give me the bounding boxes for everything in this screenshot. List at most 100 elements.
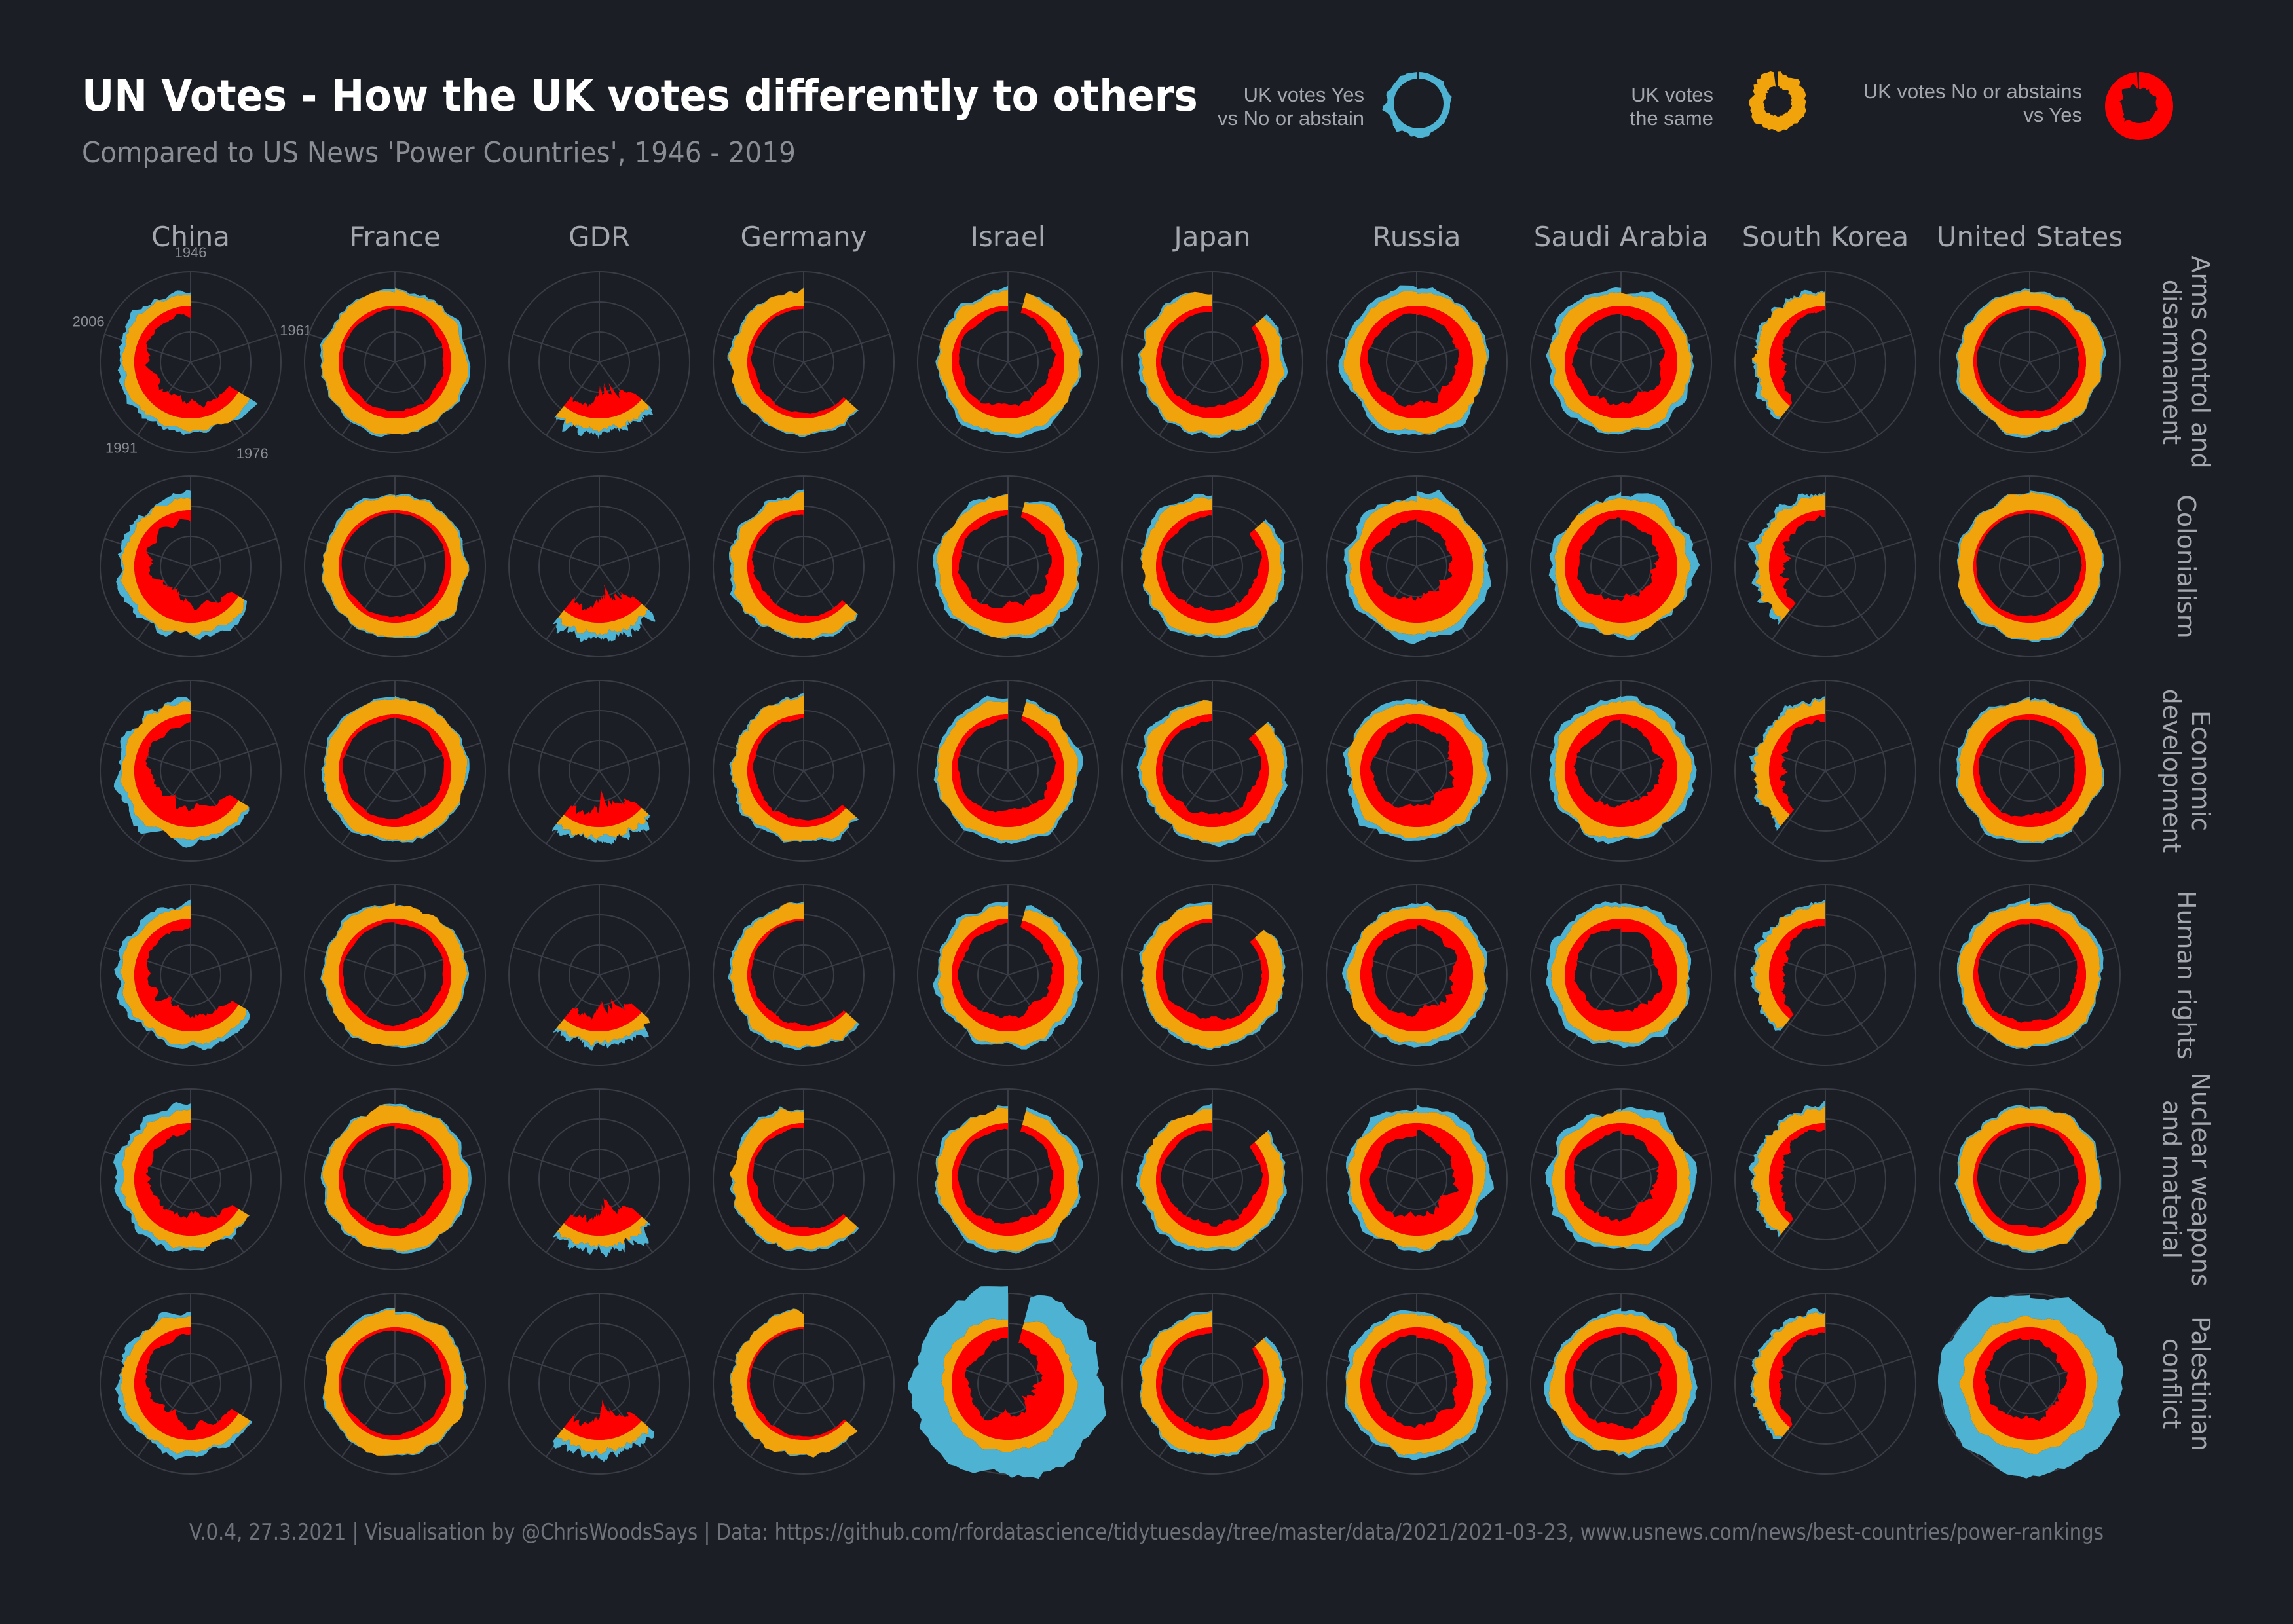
legend-label-no-vs-yes: UK votes No or abstains vs Yes (1863, 80, 2082, 126)
series-no-vs-yes (1769, 510, 1825, 610)
radial-panel (1734, 1293, 1916, 1475)
series-same (730, 1108, 857, 1250)
series-yes-vs-no (551, 814, 651, 845)
radial-panel (100, 1293, 282, 1475)
svg-text:and material: and material (2157, 1100, 2186, 1259)
radial-panel (1530, 475, 1712, 657)
series-same (555, 1420, 649, 1455)
radial-panel (713, 884, 895, 1066)
radial-panel (917, 884, 1099, 1066)
radial-panel (1530, 884, 1712, 1066)
series-no-vs-yes (747, 306, 846, 418)
radial-panel (100, 884, 282, 1066)
series-same (728, 288, 857, 436)
year-tick-label: 1991 (105, 440, 138, 456)
radial-panel (713, 271, 895, 453)
row-label: Human rights (2172, 891, 2201, 1060)
radial-panel (1939, 680, 2121, 862)
legend-icon-no (2105, 72, 2173, 140)
series-no-vs-yes (1565, 919, 1677, 1031)
series-same (730, 902, 858, 1048)
series-no-vs-yes (747, 714, 846, 827)
series-same (1753, 1312, 1825, 1437)
radial-panel (1326, 475, 1508, 657)
legend-icon-yes (1382, 72, 1452, 138)
series-no-vs-yes (1360, 306, 1473, 418)
radial-panel (508, 1088, 690, 1270)
radial-panel (1121, 680, 1303, 862)
radial-panel (1326, 1088, 1508, 1270)
series-no-vs-yes (1360, 1327, 1473, 1440)
series-yes-vs-no (908, 1286, 1106, 1479)
series-yes-vs-no (552, 1427, 654, 1463)
radial-panel (508, 1293, 690, 1475)
svg-text:Arms control and: Arms control and (2186, 255, 2215, 468)
series-no-vs-yes (1769, 306, 1825, 406)
series-same (557, 1012, 650, 1046)
column-label: Israel (971, 221, 1046, 253)
svg-text:conflict: conflict (2157, 1338, 2186, 1430)
radial-panel (1734, 680, 1916, 862)
column-label: China (151, 221, 230, 253)
radial-panel (100, 475, 282, 657)
radial-panel (508, 475, 690, 657)
series-no-vs-yes (747, 919, 846, 1031)
series-yes-vs-no (1937, 1295, 2123, 1479)
radial-panel (1939, 475, 2121, 657)
svg-text:Economic: Economic (2186, 710, 2215, 831)
radial-panel (917, 680, 1099, 862)
svg-text:Colonialism: Colonialism (2172, 494, 2201, 638)
svg-text:Human rights: Human rights (2172, 891, 2201, 1060)
series-same (555, 399, 649, 433)
series-yes-vs-no (552, 1222, 652, 1258)
column-label: GDR (569, 221, 630, 253)
series-no-vs-yes (134, 510, 239, 623)
series-yes-vs-no (729, 489, 858, 640)
chart-title: UN Votes - How the UK votes differently … (82, 71, 1198, 121)
series-no-vs-yes (1769, 1327, 1825, 1428)
radial-panel (1326, 271, 1508, 453)
chart-subtitle: Compared to US News 'Power Countries', 1… (82, 136, 796, 170)
radial-panel (1530, 680, 1712, 862)
series-same (731, 695, 857, 842)
series-no-vs-yes (564, 585, 642, 623)
series-same (558, 603, 648, 636)
radial-panel (1326, 884, 1508, 1066)
column-label: Japan (1172, 221, 1250, 253)
radial-panel (917, 271, 1099, 453)
series-no-vs-yes (1769, 714, 1825, 815)
series-same (1753, 902, 1825, 1029)
series-no-vs-yes (1973, 1327, 2086, 1440)
radial-panel (917, 475, 1099, 657)
series-same (556, 1216, 648, 1248)
series-no-vs-yes (134, 306, 239, 418)
series-yes-vs-no (1749, 696, 1825, 831)
radial-panel (1121, 1088, 1303, 1270)
radial-panel (1530, 1088, 1712, 1270)
series-no-vs-yes (952, 510, 1064, 623)
radial-panel (1121, 475, 1303, 657)
series-no-vs-yes (564, 999, 642, 1031)
legend-label-same: UK votes the same (1630, 83, 1713, 130)
series-no-vs-yes (134, 714, 239, 827)
radial-panel (1939, 271, 2121, 453)
series-no-vs-yes (134, 1327, 239, 1440)
radial-panel (508, 680, 690, 862)
series-no-vs-yes (747, 1327, 846, 1440)
svg-text:development: development (2157, 689, 2186, 853)
series-no-vs-yes (1360, 1123, 1473, 1236)
series-no-vs-yes (564, 1197, 642, 1236)
legend-label-yes-vs-no: UK votes Yes vs No or abstain (1218, 83, 1364, 130)
footer-credits: V.0.4, 27.3.2021 | Visualisation by @Chr… (189, 1519, 2104, 1545)
series-no-vs-yes (1360, 714, 1473, 827)
radial-panel (1939, 884, 2121, 1066)
radial-panel (1734, 475, 1916, 657)
svg-text:Nuclear weapons: Nuclear weapons (2186, 1072, 2215, 1286)
radial-panel: 1946 1961 1976 1991 2006 (73, 244, 312, 462)
radial-panel (304, 680, 486, 862)
series-no-vs-yes (1565, 510, 1677, 623)
series-same (1752, 1105, 1825, 1236)
radial-panel (713, 680, 895, 862)
